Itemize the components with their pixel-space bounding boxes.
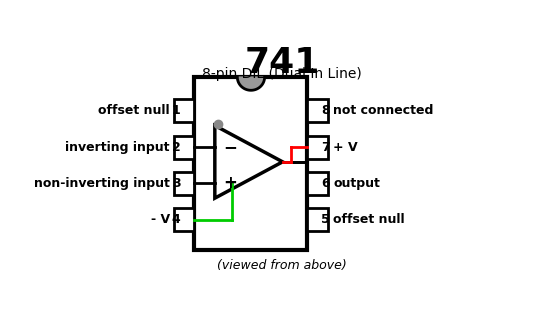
Text: 8-pin DIL (Dual In Line): 8-pin DIL (Dual In Line) — [202, 67, 362, 81]
Text: output: output — [333, 177, 380, 190]
Text: offset null: offset null — [333, 213, 405, 226]
Text: 8: 8 — [321, 104, 330, 117]
Text: + V: + V — [333, 141, 358, 154]
Text: offset null: offset null — [98, 104, 170, 117]
Polygon shape — [238, 77, 265, 90]
Text: −: − — [223, 138, 236, 156]
Bar — [195, 77, 307, 250]
Text: 741: 741 — [244, 46, 320, 80]
Text: non-inverting input: non-inverting input — [34, 177, 170, 190]
Text: 3: 3 — [172, 177, 180, 190]
Bar — [307, 136, 328, 158]
Text: 2: 2 — [172, 141, 180, 154]
Text: 6: 6 — [321, 177, 330, 190]
Text: inverting input: inverting input — [65, 141, 170, 154]
Text: 1: 1 — [172, 104, 180, 117]
Bar — [174, 100, 195, 122]
Bar — [307, 100, 328, 122]
Bar — [307, 208, 328, 231]
Bar — [307, 172, 328, 195]
Text: +: + — [223, 174, 236, 193]
Text: - V: - V — [151, 213, 170, 226]
Text: not connected: not connected — [333, 104, 433, 117]
Text: 4: 4 — [172, 213, 180, 226]
Bar — [174, 208, 195, 231]
Bar — [174, 136, 195, 158]
Text: 7: 7 — [321, 141, 330, 154]
Bar — [174, 172, 195, 195]
Text: (viewed from above): (viewed from above) — [217, 259, 346, 272]
Text: 5: 5 — [321, 213, 330, 226]
